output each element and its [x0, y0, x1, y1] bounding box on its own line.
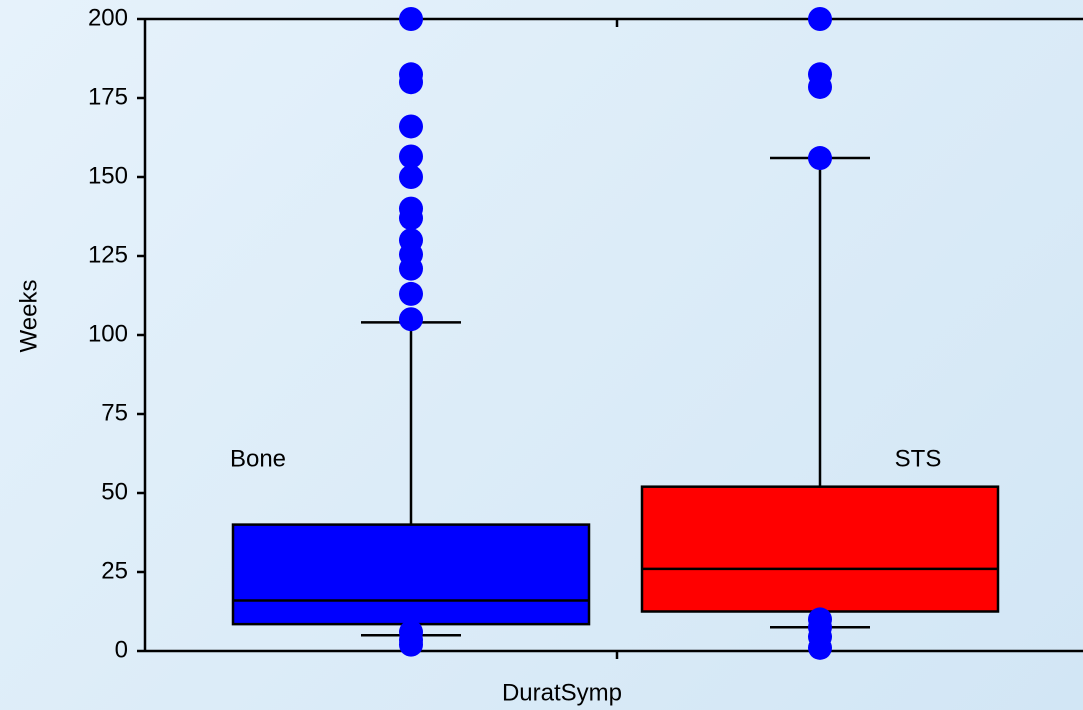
series-label: Bone [230, 445, 286, 472]
y-tick-label: 100 [88, 320, 128, 347]
outlier [808, 635, 832, 660]
outlier [399, 7, 423, 31]
y-tick-label: 0 [115, 636, 128, 663]
y-axis-label: Weeks [15, 280, 42, 353]
box [231, 523, 591, 626]
x-axis-label: DuratSymp [502, 679, 622, 706]
y-tick-label: 175 [88, 83, 128, 110]
outlier [808, 146, 832, 171]
y-tick-label: 200 [88, 4, 128, 31]
box [640, 485, 1000, 613]
outlier [399, 114, 423, 139]
outlier [808, 7, 832, 31]
outlier [399, 307, 423, 332]
outlier [399, 70, 423, 95]
outlier [399, 281, 423, 306]
outlier [399, 256, 423, 281]
outlier [399, 165, 423, 189]
y-tick-label: 25 [101, 557, 128, 584]
outlier [399, 632, 423, 657]
y-tick-label: 75 [101, 399, 128, 426]
series-label: STS [895, 445, 942, 472]
y-tick-label: 150 [88, 162, 128, 189]
outlier [399, 206, 423, 231]
y-tick-label: 50 [101, 478, 128, 505]
y-tick-label: 125 [88, 241, 128, 268]
outlier [808, 74, 832, 99]
outlier [399, 144, 423, 169]
